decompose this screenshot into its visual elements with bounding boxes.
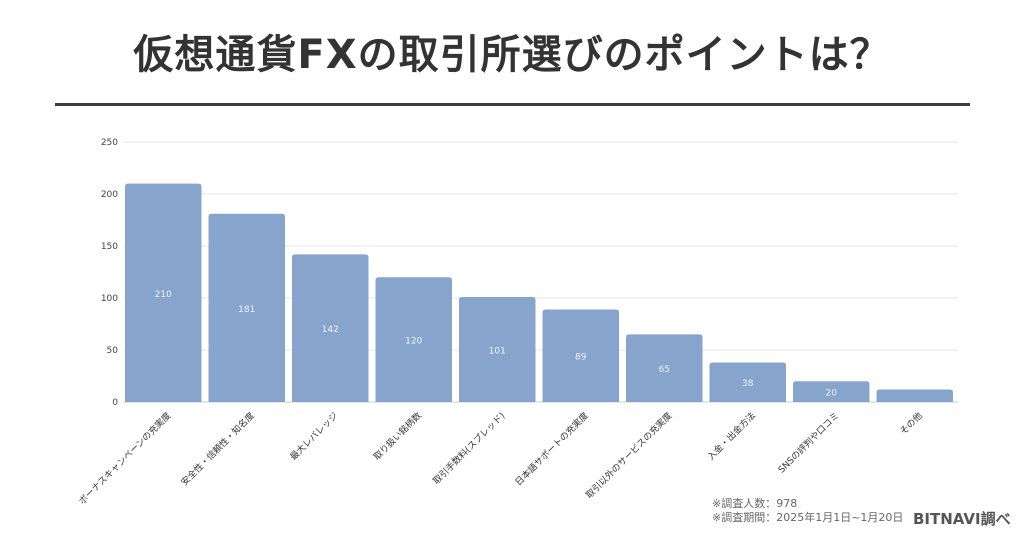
y-tick-label: 200: [101, 190, 118, 200]
title-divider: [55, 103, 970, 106]
survey-note: ※調査人数：978 ※調査期間：2025年1月1日~1月20日: [712, 497, 903, 525]
x-tick-label: 取り扱い銘柄数: [371, 410, 424, 463]
y-tick-label: 50: [107, 346, 119, 356]
y-tick-label: 150: [101, 242, 118, 252]
x-tick-label: 取引以外のサービスの充実度: [583, 410, 674, 501]
bar: [375, 277, 452, 402]
data-label: 181: [238, 305, 255, 315]
data-label: 210: [155, 290, 172, 300]
x-tick-label: 日本語サポートの充実度: [512, 410, 590, 488]
y-tick-label: 100: [101, 294, 118, 304]
bar: [459, 296, 536, 402]
page-title: 仮想通貨FXの取引所選びのポイントは？: [133, 32, 891, 78]
x-tick-label: 取引手数料(スプレッド): [430, 410, 507, 487]
data-label: 142: [322, 325, 339, 335]
y-tick-label: 250: [101, 138, 118, 148]
bar: [292, 254, 369, 402]
x-tick-label: SNSの評判や口コミ: [775, 410, 841, 476]
x-tick-label: 入金・出金方法: [705, 410, 758, 463]
bar: [125, 183, 202, 402]
brand-credit: BITNAVI調べ: [913, 510, 1011, 528]
respondents-note: ※調査人数：978: [712, 497, 798, 510]
data-label: 38: [742, 379, 754, 389]
period-note: ※調査期間：2025年1月1日~1月20日: [712, 511, 904, 524]
x-tick-label: ボーナスキャンペーンの充実度: [76, 410, 173, 507]
y-tick-label: 0: [112, 398, 118, 408]
data-label: 120: [405, 337, 422, 347]
data-label: 65: [659, 365, 670, 375]
x-tick-label: 安全性・信頼性・知名度: [178, 410, 256, 488]
bar: [876, 389, 953, 402]
data-label: 89: [575, 353, 587, 363]
x-tick-label: その他: [897, 410, 925, 438]
bar: [709, 362, 786, 402]
bar: [626, 334, 703, 402]
bar: [208, 213, 285, 402]
bar: [542, 309, 619, 402]
bar: [793, 381, 870, 402]
data-label: 20: [826, 389, 838, 399]
x-tick-label: 最大レバレッジ: [287, 410, 340, 463]
data-label: 101: [489, 346, 506, 356]
